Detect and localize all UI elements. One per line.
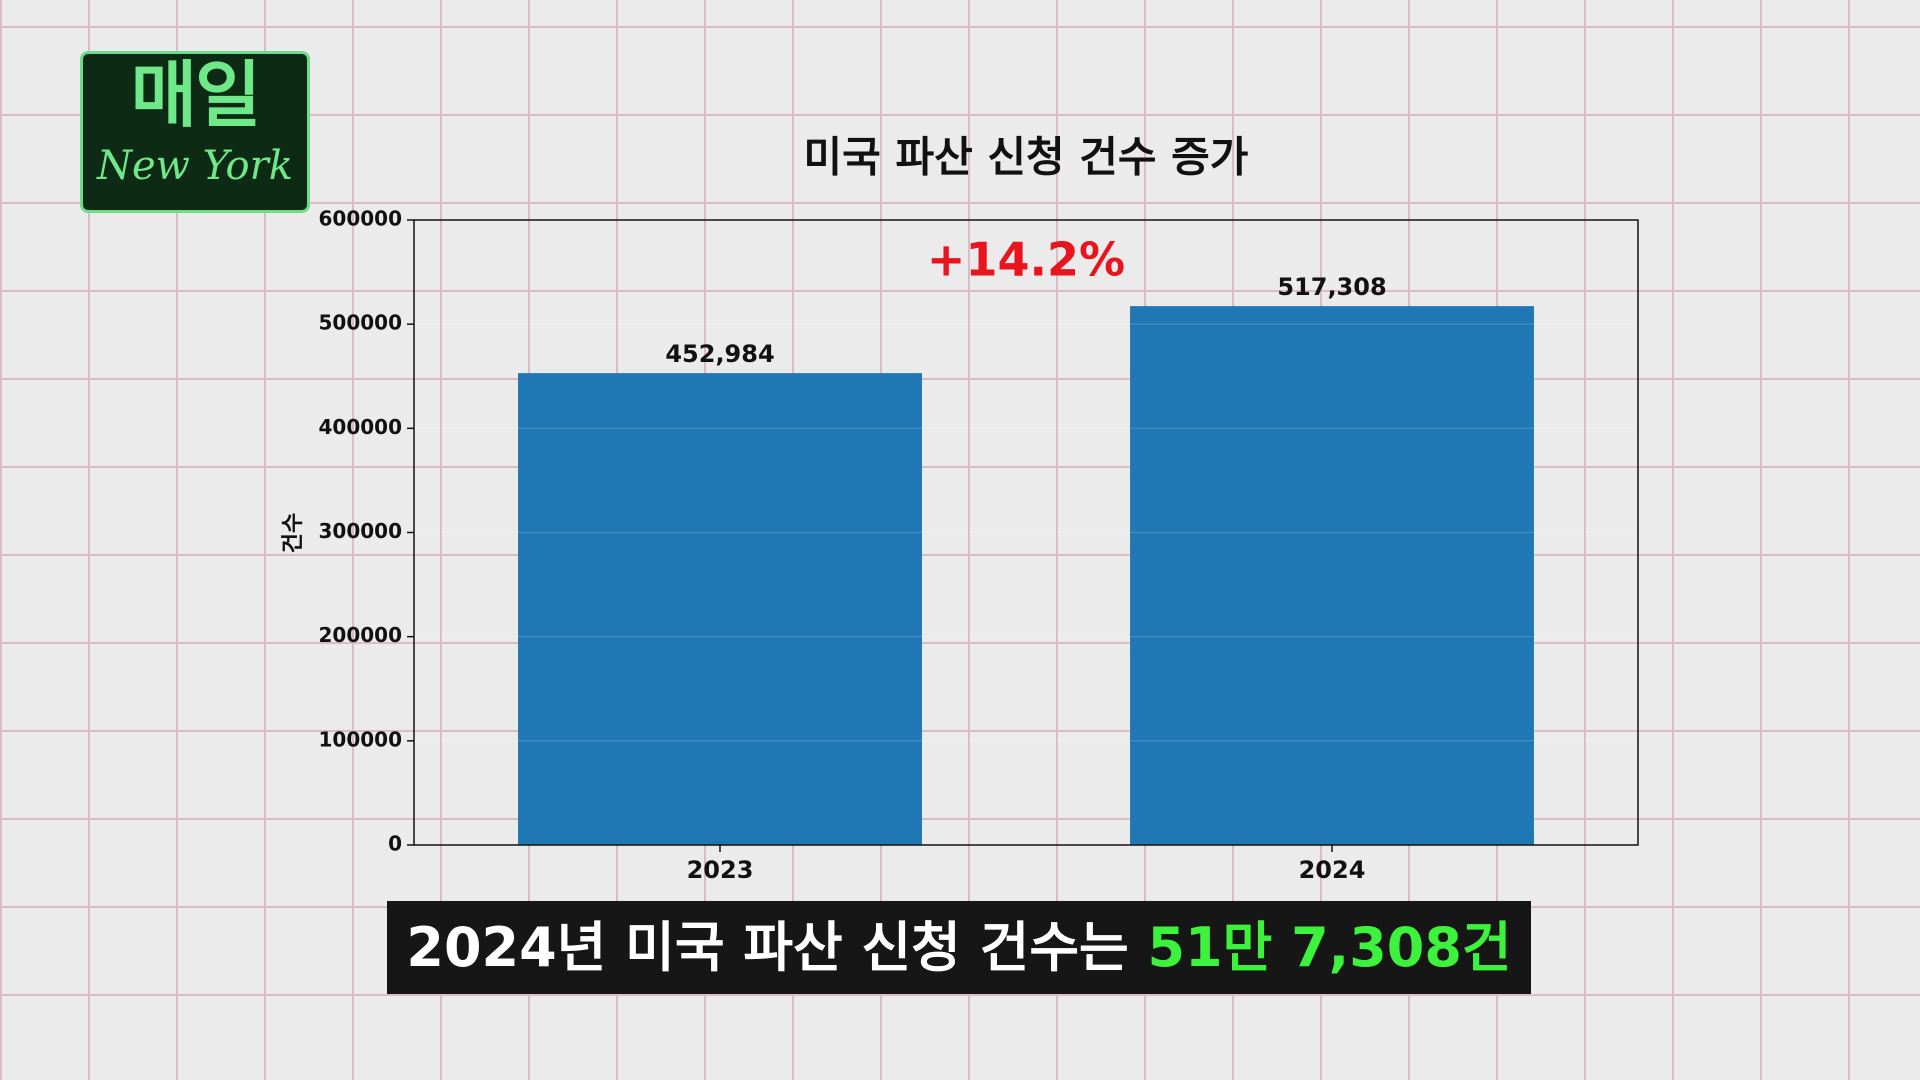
value-label: 452,984 <box>665 340 774 368</box>
bar <box>1130 306 1534 845</box>
caption-text: 2024년 미국 파산 신청 건수는 <box>406 916 1148 979</box>
bar <box>518 373 922 845</box>
y-tick-label: 600000 <box>319 207 403 231</box>
annotation: +14.2% <box>927 233 1125 287</box>
y-tick-label: 200000 <box>319 623 403 647</box>
y-axis-label: 건수 <box>281 513 306 553</box>
chart-title: 미국 파산 신청 건수 증가 <box>804 133 1249 182</box>
y-tick-label: 100000 <box>319 727 403 751</box>
y-tick-label: 0 <box>388 832 402 856</box>
logo-main: 매일 <box>130 53 261 137</box>
value-label: 517,308 <box>1277 273 1386 301</box>
caption-highlight: 51만 7,308건 <box>1147 916 1512 979</box>
logo: 매일 New York <box>80 51 310 213</box>
x-tick-label: 2024 <box>1299 856 1366 884</box>
x-tick-label: 2023 <box>687 856 754 884</box>
y-tick-label: 400000 <box>319 415 403 439</box>
caption: 2024년 미국 파산 신청 건수는 51만 7,308건 <box>387 901 1531 994</box>
y-tick-label: 500000 <box>319 311 403 335</box>
logo-sub: New York <box>97 143 293 189</box>
y-tick-label: 300000 <box>319 519 403 543</box>
plot-frame <box>413 219 1639 846</box>
